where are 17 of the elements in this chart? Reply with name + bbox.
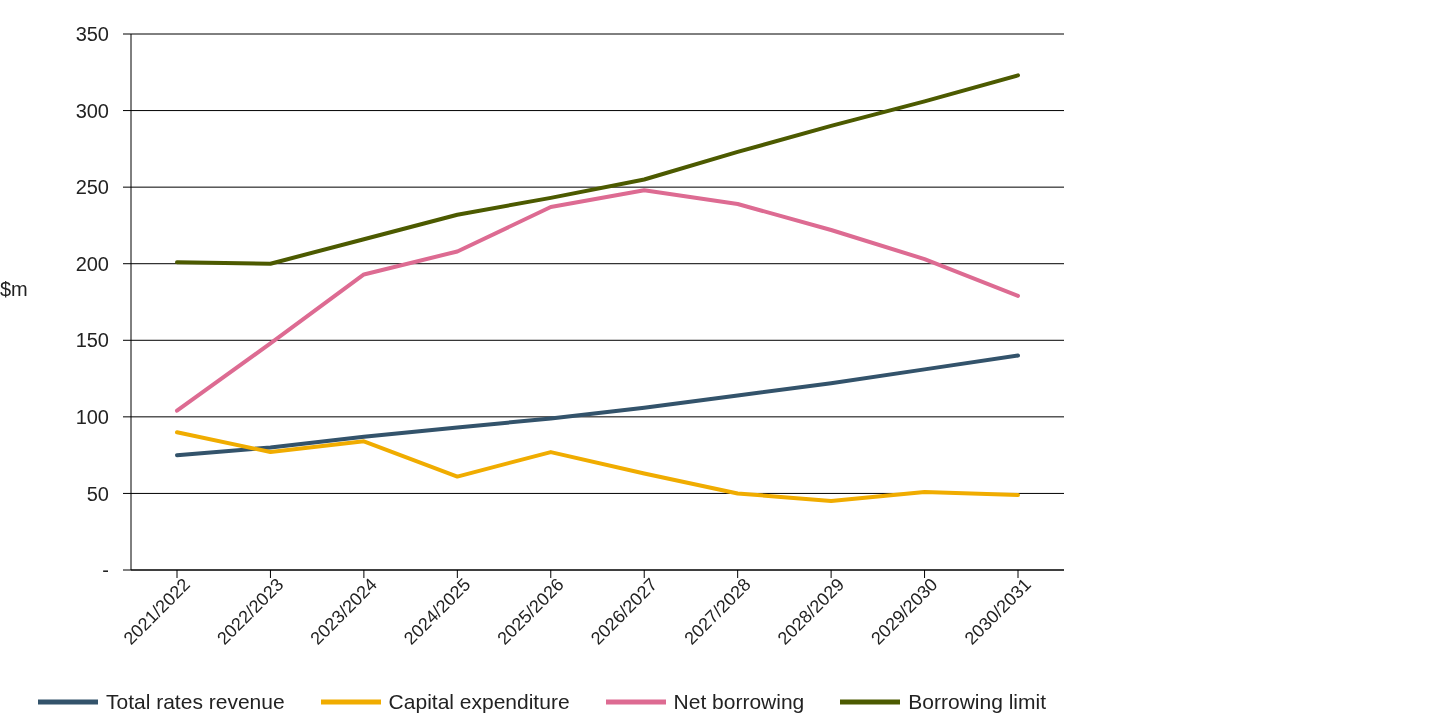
legend-label: Net borrowing <box>673 690 805 714</box>
y-tick-label: 200 <box>75 252 109 275</box>
line-series <box>175 188 1020 413</box>
y-tick-label: 50 <box>86 482 109 505</box>
y-tick-label: 250 <box>75 176 109 199</box>
line-series <box>175 353 1020 458</box>
y-tick-label: 300 <box>75 99 109 122</box>
legend-label: Total rates revenue <box>106 690 285 714</box>
y-tick-label: 100 <box>75 405 109 428</box>
legend-label: Borrowing limit <box>908 690 1046 714</box>
legend-label: Capital expenditure <box>388 690 570 714</box>
y-tick-label: 350 <box>75 23 109 46</box>
y-tick-label: 150 <box>75 329 109 352</box>
line-series <box>175 73 1020 266</box>
line-series <box>175 430 1020 504</box>
y-axis-title: $m <box>0 278 28 301</box>
y-tick-label: - <box>102 559 109 582</box>
